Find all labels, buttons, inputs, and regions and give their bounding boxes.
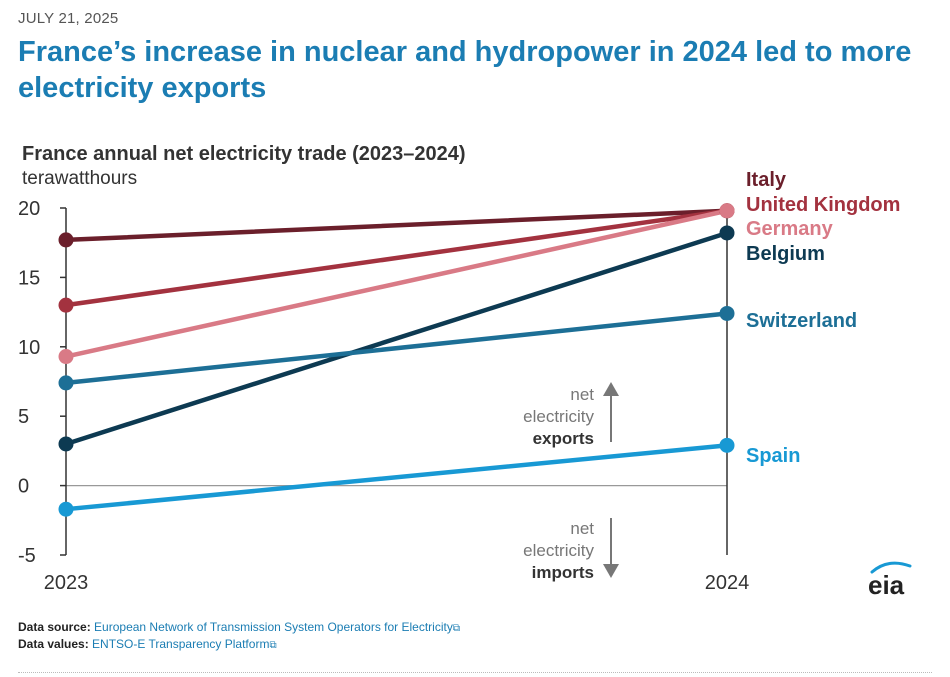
y-tick-label: 20 xyxy=(18,198,40,220)
data-point-spain-2023 xyxy=(58,501,74,517)
data-point-germany-2023 xyxy=(58,349,74,365)
footer-divider xyxy=(18,672,932,673)
y-tick-label: 5 xyxy=(18,406,29,428)
y-tick-label: 0 xyxy=(18,476,29,498)
y-tick-label: 10 xyxy=(18,337,40,359)
data-point-united-kingdom-2023 xyxy=(58,297,74,313)
data-point-belgium-2024 xyxy=(719,225,735,241)
legend-label-italy: Italy xyxy=(746,169,787,191)
legend-label-united-kingdom: United Kingdom xyxy=(746,194,900,216)
data-source-link[interactable]: European Network of Transmission System … xyxy=(94,620,453,634)
legend-label-switzerland: Switzerland xyxy=(746,310,857,332)
y-tick-label: -5 xyxy=(18,545,36,567)
line-chart: 20 15 10 5 0 -5 2023 2024 Italy United KingdomGer… xyxy=(18,169,900,594)
page-title: France’s increase in nuclear and hydropo… xyxy=(18,36,912,104)
data-point-germany-2024 xyxy=(719,203,735,219)
data-point-italy-2023 xyxy=(58,232,74,248)
series-line-italy xyxy=(63,208,730,243)
legend-label-germany: Germany xyxy=(746,218,834,240)
series-line-switzerland xyxy=(63,311,730,386)
external-link-icon: ⧉ xyxy=(452,623,460,634)
legend-label-belgium: Belgium xyxy=(746,243,825,265)
data-values-line: Data values: ENTSO-E Transparency Platfo… xyxy=(18,637,277,651)
eia-logo[interactable]: eia xyxy=(866,558,916,598)
annotation-exports-line2: electricity xyxy=(523,407,594,426)
data-source-label: Data source: xyxy=(18,620,91,634)
publish-date: JULY 21, 2025 xyxy=(18,10,119,27)
x-tick-label-2024: 2024 xyxy=(705,572,750,594)
series-line-belgium xyxy=(63,230,730,447)
annotation-exports-line1: net xyxy=(570,385,594,404)
series-line-germany xyxy=(63,208,730,359)
series-line-spain xyxy=(63,443,730,512)
data-values-link[interactable]: ENTSO-E Transparency Platform xyxy=(92,637,270,651)
data-point-belgium-2023 xyxy=(58,436,74,452)
x-tick-label-2023: 2023 xyxy=(44,572,89,594)
series-line-united-kingdom xyxy=(63,208,730,308)
data-source-line: Data source: European Network of Transmi… xyxy=(18,620,460,634)
annotation-exports-line3: exports xyxy=(533,429,594,448)
imports-arrow-down-icon xyxy=(603,564,619,578)
external-link-icon: ⧉ xyxy=(269,640,277,651)
annotation-imports-line2: electricity xyxy=(523,541,594,560)
eia-logo-text: eia xyxy=(868,570,905,598)
legend-label-spain: Spain xyxy=(746,445,800,467)
chart-title: France annual net electricity trade (202… xyxy=(22,143,466,165)
data-point-switzerland-2024 xyxy=(719,305,735,321)
data-values-label: Data values: xyxy=(18,637,89,651)
y-axis-label: terawatthours xyxy=(22,168,138,189)
exports-arrow-up-icon xyxy=(603,382,619,396)
y-tick-label: 15 xyxy=(18,267,40,289)
data-point-switzerland-2023 xyxy=(58,375,74,391)
data-point-spain-2024 xyxy=(719,437,735,453)
annotation-imports-line1: net xyxy=(570,519,594,538)
annotation-imports-line3: imports xyxy=(532,563,594,582)
